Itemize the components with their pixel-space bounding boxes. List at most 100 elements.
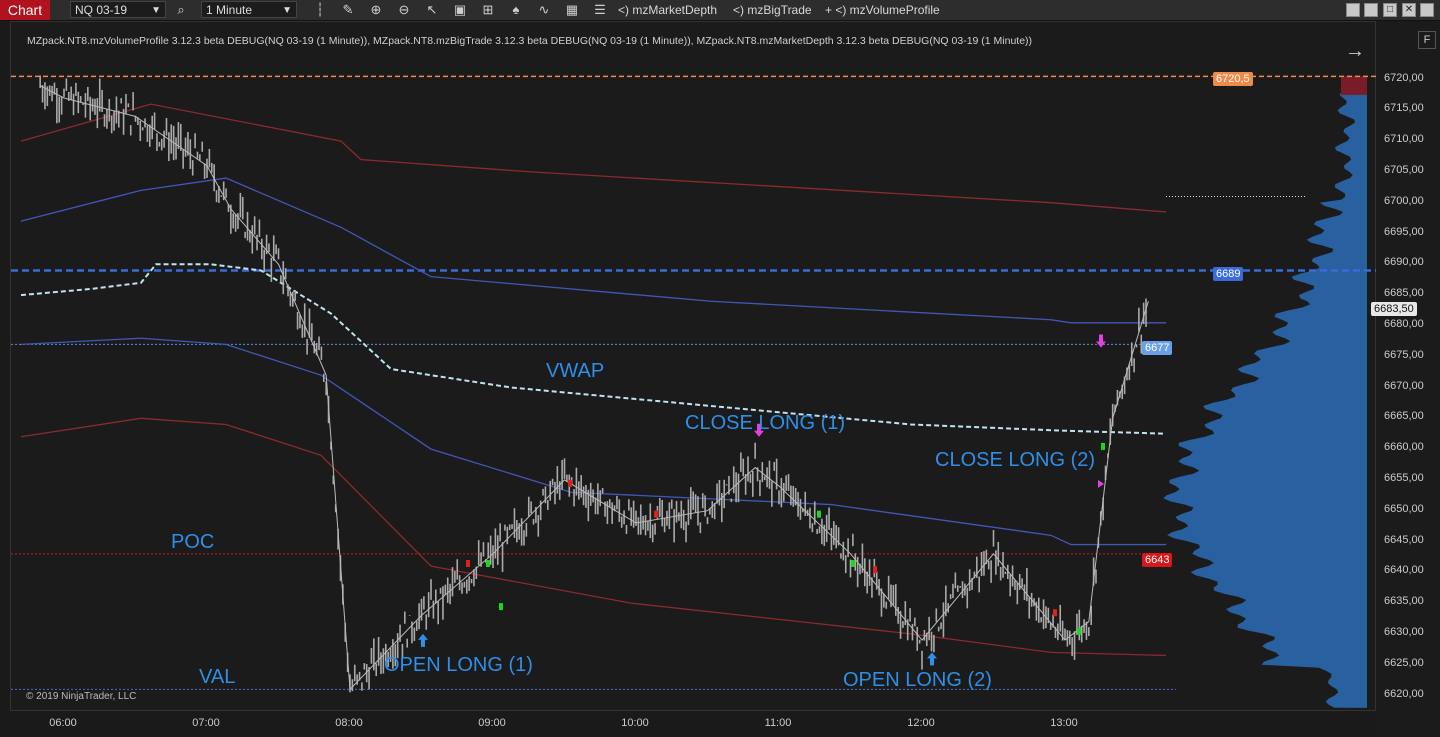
calendar-icon[interactable]: ▦	[565, 2, 579, 17]
price-axis-label: 6635,00	[1384, 595, 1424, 608]
price-axis-label: 6655,00	[1384, 471, 1424, 484]
price-axis-label: 6650,00	[1384, 502, 1424, 515]
chevron-down-icon: ▼	[282, 5, 292, 16]
price-axis-label: 6675,00	[1384, 348, 1424, 361]
entry-arrow	[927, 652, 937, 666]
time-axis[interactable]: 06:00 07:00 08:00 09:00 10:00 11:00 12:00 13:00	[10, 711, 1376, 737]
zoom-in-icon[interactable]: ⊕	[370, 2, 382, 17]
close-icon[interactable]: ✕	[1402, 3, 1416, 17]
price-axis-label: 6700,00	[1384, 194, 1424, 207]
price-axis-label: 6630,00	[1384, 625, 1424, 638]
annotation-close-long-2: CLOSE LONG (2)	[935, 449, 1096, 471]
time-axis-label: 13:00	[1050, 717, 1078, 729]
f-button[interactable]: F	[1418, 31, 1436, 49]
trade-marker	[817, 510, 821, 518]
instrument-selector[interactable]: NQ 03-19 ▼	[70, 1, 166, 18]
indicator-mzmarketdepth[interactable]: <) mzMarketDepth	[618, 3, 718, 17]
lower-blue-band	[20, 337, 1166, 546]
price-chart-svg	[11, 75, 1377, 708]
annotation-poc: POC	[171, 531, 215, 553]
window-extra-button[interactable]	[1420, 3, 1434, 17]
copyright: © 2019 NinjaTrader, LLC	[26, 691, 137, 702]
time-axis-label: 11:00	[764, 717, 792, 729]
trade-marker	[1077, 627, 1081, 635]
price-axis-label: 6645,00	[1384, 533, 1424, 546]
price-axis-label: 6690,00	[1384, 256, 1424, 269]
annotation-vwap: VWAP	[546, 360, 605, 382]
chart-tab[interactable]: Chart	[0, 0, 50, 20]
price-axis-label: 6695,00	[1384, 225, 1424, 238]
trade-marker	[873, 566, 877, 574]
exit-arrow	[1098, 479, 1104, 488]
trade-marker	[851, 559, 855, 567]
price-tag-last: 6683,50	[1371, 302, 1417, 316]
annotation-open-long-1: OPEN LONG (1)	[384, 654, 533, 676]
annotation-val: VAL	[199, 666, 236, 688]
time-axis-label: 06:00	[49, 717, 77, 729]
volume-profile	[1163, 76, 1367, 708]
price-axis-label: 6720,00	[1384, 71, 1424, 84]
lower-red-band	[20, 417, 1167, 657]
price-tag-blue: 6689	[1213, 267, 1244, 281]
data-box-icon[interactable]: ▣	[453, 2, 467, 17]
trade-marker	[486, 559, 490, 567]
time-axis-label: 12:00	[907, 717, 935, 729]
price-axis-label: 6715,00	[1384, 102, 1424, 115]
price-axis-label: 6660,00	[1384, 441, 1424, 454]
upper-blue-band	[20, 177, 1166, 324]
trade-marker	[466, 559, 470, 567]
indicator-mzvolumeprofile[interactable]: + <) mzVolumeProfile	[825, 3, 940, 17]
chart-plot[interactable]: MZpack.NT8.mzVolumeProfile 3.12.3 beta D…	[10, 21, 1377, 711]
time-axis-label: 10:00	[621, 717, 649, 729]
annotation-open-long-2: OPEN LONG (2)	[843, 669, 992, 691]
toolbar: Chart NQ 03-19 ▼ ⌕ 1 Minute ▼ ┆ ✎ ⊕ ⊖ ↖ ▣ …	[0, 0, 1440, 21]
price-axis[interactable]: F 6720,00 6715,00 6710,00 6705,00 6700,00 669…	[1371, 21, 1440, 737]
trade-marker	[568, 479, 572, 487]
indicators-icon[interactable]: ∿	[538, 2, 550, 17]
drawing-tool-icon[interactable]: ✎	[342, 2, 354, 17]
entry-arrow	[418, 633, 428, 647]
trade-marker	[1101, 442, 1105, 450]
zoom-out-icon[interactable]: ⊖	[398, 2, 410, 17]
price-path	[39, 85, 1149, 691]
price-axis-label: 6685,00	[1384, 287, 1424, 300]
strategies-icon[interactable]: ♠	[512, 2, 520, 17]
vwap-line	[20, 263, 1167, 435]
instrument-value: NQ 03-19	[75, 3, 128, 17]
profile-highlight	[1341, 76, 1367, 95]
price-axis-label: 6625,00	[1384, 656, 1424, 669]
price-axis-label: 6680,00	[1384, 317, 1424, 330]
price-tag-6677: 6677	[1142, 341, 1173, 355]
trade-marker	[499, 603, 503, 611]
price-axis-label: 6705,00	[1384, 163, 1424, 176]
indicator-label: MZpack.NT8.mzVolumeProfile 3.12.3 beta D…	[27, 35, 1033, 47]
trade-marker	[1053, 609, 1057, 617]
window-minimize-button[interactable]	[1346, 3, 1360, 17]
price-tag-top: 6720,5	[1213, 72, 1253, 86]
time-axis-label: 08:00	[335, 717, 363, 729]
window-restore-button[interactable]	[1364, 3, 1378, 17]
annotation-close-long-1: CLOSE LONG (1)	[685, 412, 846, 434]
upper-red-band	[20, 103, 1167, 213]
window-maximize-button[interactable]: □	[1383, 3, 1397, 17]
exit-arrow	[1096, 334, 1106, 348]
interval-selector[interactable]: 1 Minute ▼	[201, 1, 297, 18]
interval-value: 1 Minute	[206, 3, 253, 17]
indicator-mzbigtrade[interactable]: <) mzBigTrade	[733, 3, 812, 17]
search-icon[interactable]: ⌕	[177, 2, 185, 17]
bar-type-icon[interactable]: ┆	[316, 2, 324, 17]
pointer-icon[interactable]: ↖	[426, 2, 438, 17]
trade-marker	[654, 510, 658, 518]
price-tag-poc: 6643	[1142, 553, 1173, 567]
time-axis-label: 09:00	[478, 717, 506, 729]
price-axis-label: 6670,00	[1384, 379, 1424, 392]
exit-arrow	[754, 423, 764, 437]
price-axis-label: 6710,00	[1384, 133, 1424, 146]
list-icon[interactable]: ☰	[594, 2, 606, 17]
arrow-right-icon[interactable]: →	[1345, 40, 1365, 62]
instrument-properties-icon[interactable]: ⊞	[482, 2, 494, 17]
price-axis-label: 6640,00	[1384, 564, 1424, 577]
time-axis-label: 07:00	[192, 717, 220, 729]
chevron-down-icon: ▼	[151, 5, 161, 16]
chart-area[interactable]: MZpack.NT8.mzVolumeProfile 3.12.3 beta D…	[0, 21, 1440, 737]
